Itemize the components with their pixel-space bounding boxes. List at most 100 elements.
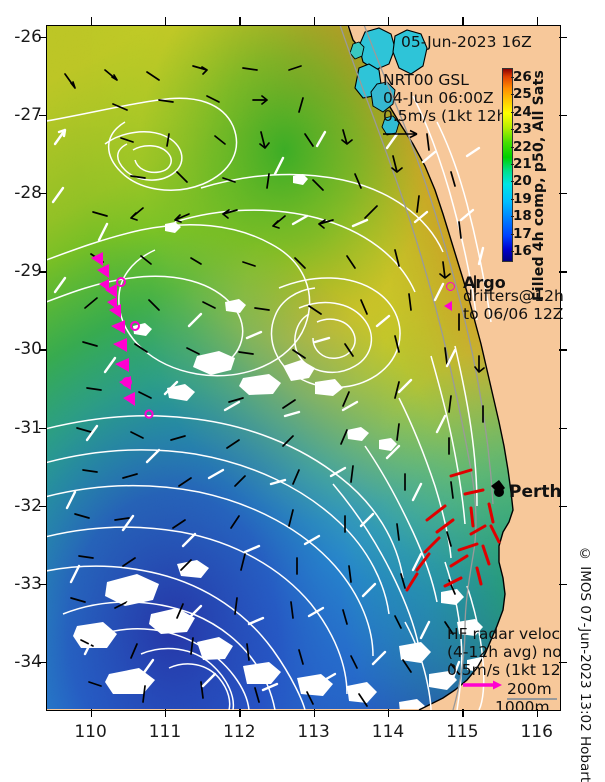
y-tickmark [39, 583, 46, 586]
y-tickmark-right [559, 583, 567, 586]
x-tickmark-top [90, 17, 92, 25]
bathymetry-contours [339, 26, 494, 710]
hf-line-3: 0.5m/s (1kt 12h) [447, 661, 560, 679]
colorbar-tick-20: 20 [513, 173, 532, 190]
y-tickmark-right [559, 662, 567, 664]
y-tick--34: -34 [14, 652, 42, 673]
copyright-text: © IMOS 07-Jun-2023 13:02 Hobart [577, 546, 593, 782]
colorbar-tickmark-22 [511, 146, 514, 148]
x-tickmark [313, 709, 316, 717]
y-tickmark-right [559, 114, 567, 117]
hf-radar-vectors [405, 468, 501, 592]
drifter-legend-icon [444, 301, 452, 311]
x-tickmark-top [239, 17, 241, 25]
datetime-title: 05-Jun-2023 16Z [401, 33, 532, 51]
model-scale-arrow-icon [383, 129, 418, 139]
colorbar-title: Filled 4h comp, p50, All Sats [531, 70, 547, 302]
y-tickmark [39, 114, 46, 117]
argo-legend-label: Argo [463, 273, 506, 292]
colorbar-tickmark-23 [511, 129, 514, 131]
x-tickmark-top [313, 17, 316, 25]
x-tick-114: 114 [371, 722, 405, 742]
y-tick--32: -32 [14, 495, 42, 516]
y-tickmark [39, 662, 46, 664]
y-tickmark-right [559, 349, 567, 351]
model-current-vectors-white [51, 128, 485, 692]
colorbar-tickmark-20 [511, 181, 514, 183]
x-tickmark [462, 709, 464, 717]
colorbar-tick-19: 19 [513, 190, 532, 207]
colorbar-tickmark-17 [511, 233, 514, 235]
x-tickmark-top [388, 17, 390, 25]
x-tick-110: 110 [74, 722, 107, 742]
depth-1000-label: 1000m [495, 698, 550, 710]
colorbar-tickmark-19 [511, 198, 514, 200]
y-tickmark [39, 505, 46, 508]
colorbar-tick-18: 18 [513, 208, 532, 225]
y-tickmark [39, 271, 46, 273]
model-current-vectors-black [64, 65, 485, 707]
x-tickmark [536, 709, 539, 717]
y-tick--28: -28 [14, 183, 42, 204]
x-tickmark-top [164, 17, 167, 25]
y-tickmark [39, 193, 46, 195]
perth-label: Perth [509, 482, 560, 502]
x-tickmark-top [536, 17, 539, 25]
depth-200-line [507, 698, 557, 700]
colorbar-tick-22: 22 [513, 138, 532, 155]
y-tickmark-right [559, 36, 567, 39]
colorbar-tickmark-26 [511, 76, 514, 78]
model-line-3: 0.5m/s (1kt 12h) [383, 107, 513, 125]
y-tickmark-right [559, 505, 567, 508]
y-tickmark [39, 349, 46, 351]
y-tick--30: -30 [14, 339, 42, 360]
map-clip: 05-Jun-2023 16Z NRT00 GSL 04-Jun 06:00Z … [47, 26, 560, 710]
x-tickmark [164, 709, 167, 717]
map-plot-area[interactable]: 05-Jun-2023 16Z NRT00 GSL 04-Jun 06:00Z … [46, 25, 561, 711]
x-tick-112: 112 [223, 722, 256, 742]
colorbar[interactable] [502, 68, 513, 262]
colorbar-tick-16: 16 [513, 243, 532, 260]
colorbar-tick-26: 26 [513, 68, 532, 85]
hf-scale-arrow-icon [463, 680, 502, 690]
y-tickmark-right [559, 427, 567, 429]
colorbar-tick-21: 21 [513, 156, 532, 172]
nodata-mask [73, 174, 504, 709]
x-tickmark-top [462, 17, 464, 25]
drifter-legend-label: drifters@12h [463, 287, 564, 305]
x-tickmark [90, 709, 92, 717]
y-tick--27: -27 [14, 104, 42, 125]
sst-map-svg [47, 26, 560, 710]
x-tickmark [239, 709, 241, 717]
drifter-legend-sub: to 06/06 12Z [463, 305, 564, 323]
perth-blob-icon [491, 480, 505, 494]
colorbar-tickmark-24 [511, 111, 514, 113]
depth-200-label: 200m [507, 680, 552, 698]
hf-line-2: (4-12h avg) noQC [447, 643, 560, 661]
model-line-2: 04-Jun 06:00Z [383, 89, 494, 107]
x-tick-115: 115 [446, 722, 479, 742]
x-tick-113: 113 [297, 722, 330, 742]
colorbar-tick-24: 24 [513, 103, 532, 120]
colorbar-tickmark-18 [511, 216, 514, 218]
x-tick-111: 111 [148, 722, 182, 742]
colorbar-tick-17: 17 [513, 225, 532, 242]
y-tickmark-right [559, 193, 567, 195]
x-tickmark [388, 709, 390, 717]
x-tick-116: 116 [520, 722, 553, 742]
coastline [347, 26, 514, 710]
y-tick--33: -33 [14, 573, 42, 594]
y-tickmark [39, 36, 46, 39]
colorbar-tickmark-16 [511, 251, 514, 253]
colorbar-tickmark-21 [511, 164, 514, 165]
y-tickmark-right [559, 271, 567, 273]
y-tickmark [39, 427, 46, 429]
figure-canvas: 05-Jun-2023 16Z NRT00 GSL 04-Jun 06:00Z … [14, 17, 593, 782]
hf-line-1: HF radar velocity [447, 625, 560, 643]
shallow-water-islands [349, 27, 428, 136]
y-tick--26: -26 [14, 26, 42, 47]
colorbar-tick-23: 23 [513, 121, 532, 138]
drifter-track-markers [91, 252, 135, 406]
y-tick--31: -31 [14, 417, 42, 438]
colorbar-tickmark-25 [511, 94, 514, 96]
